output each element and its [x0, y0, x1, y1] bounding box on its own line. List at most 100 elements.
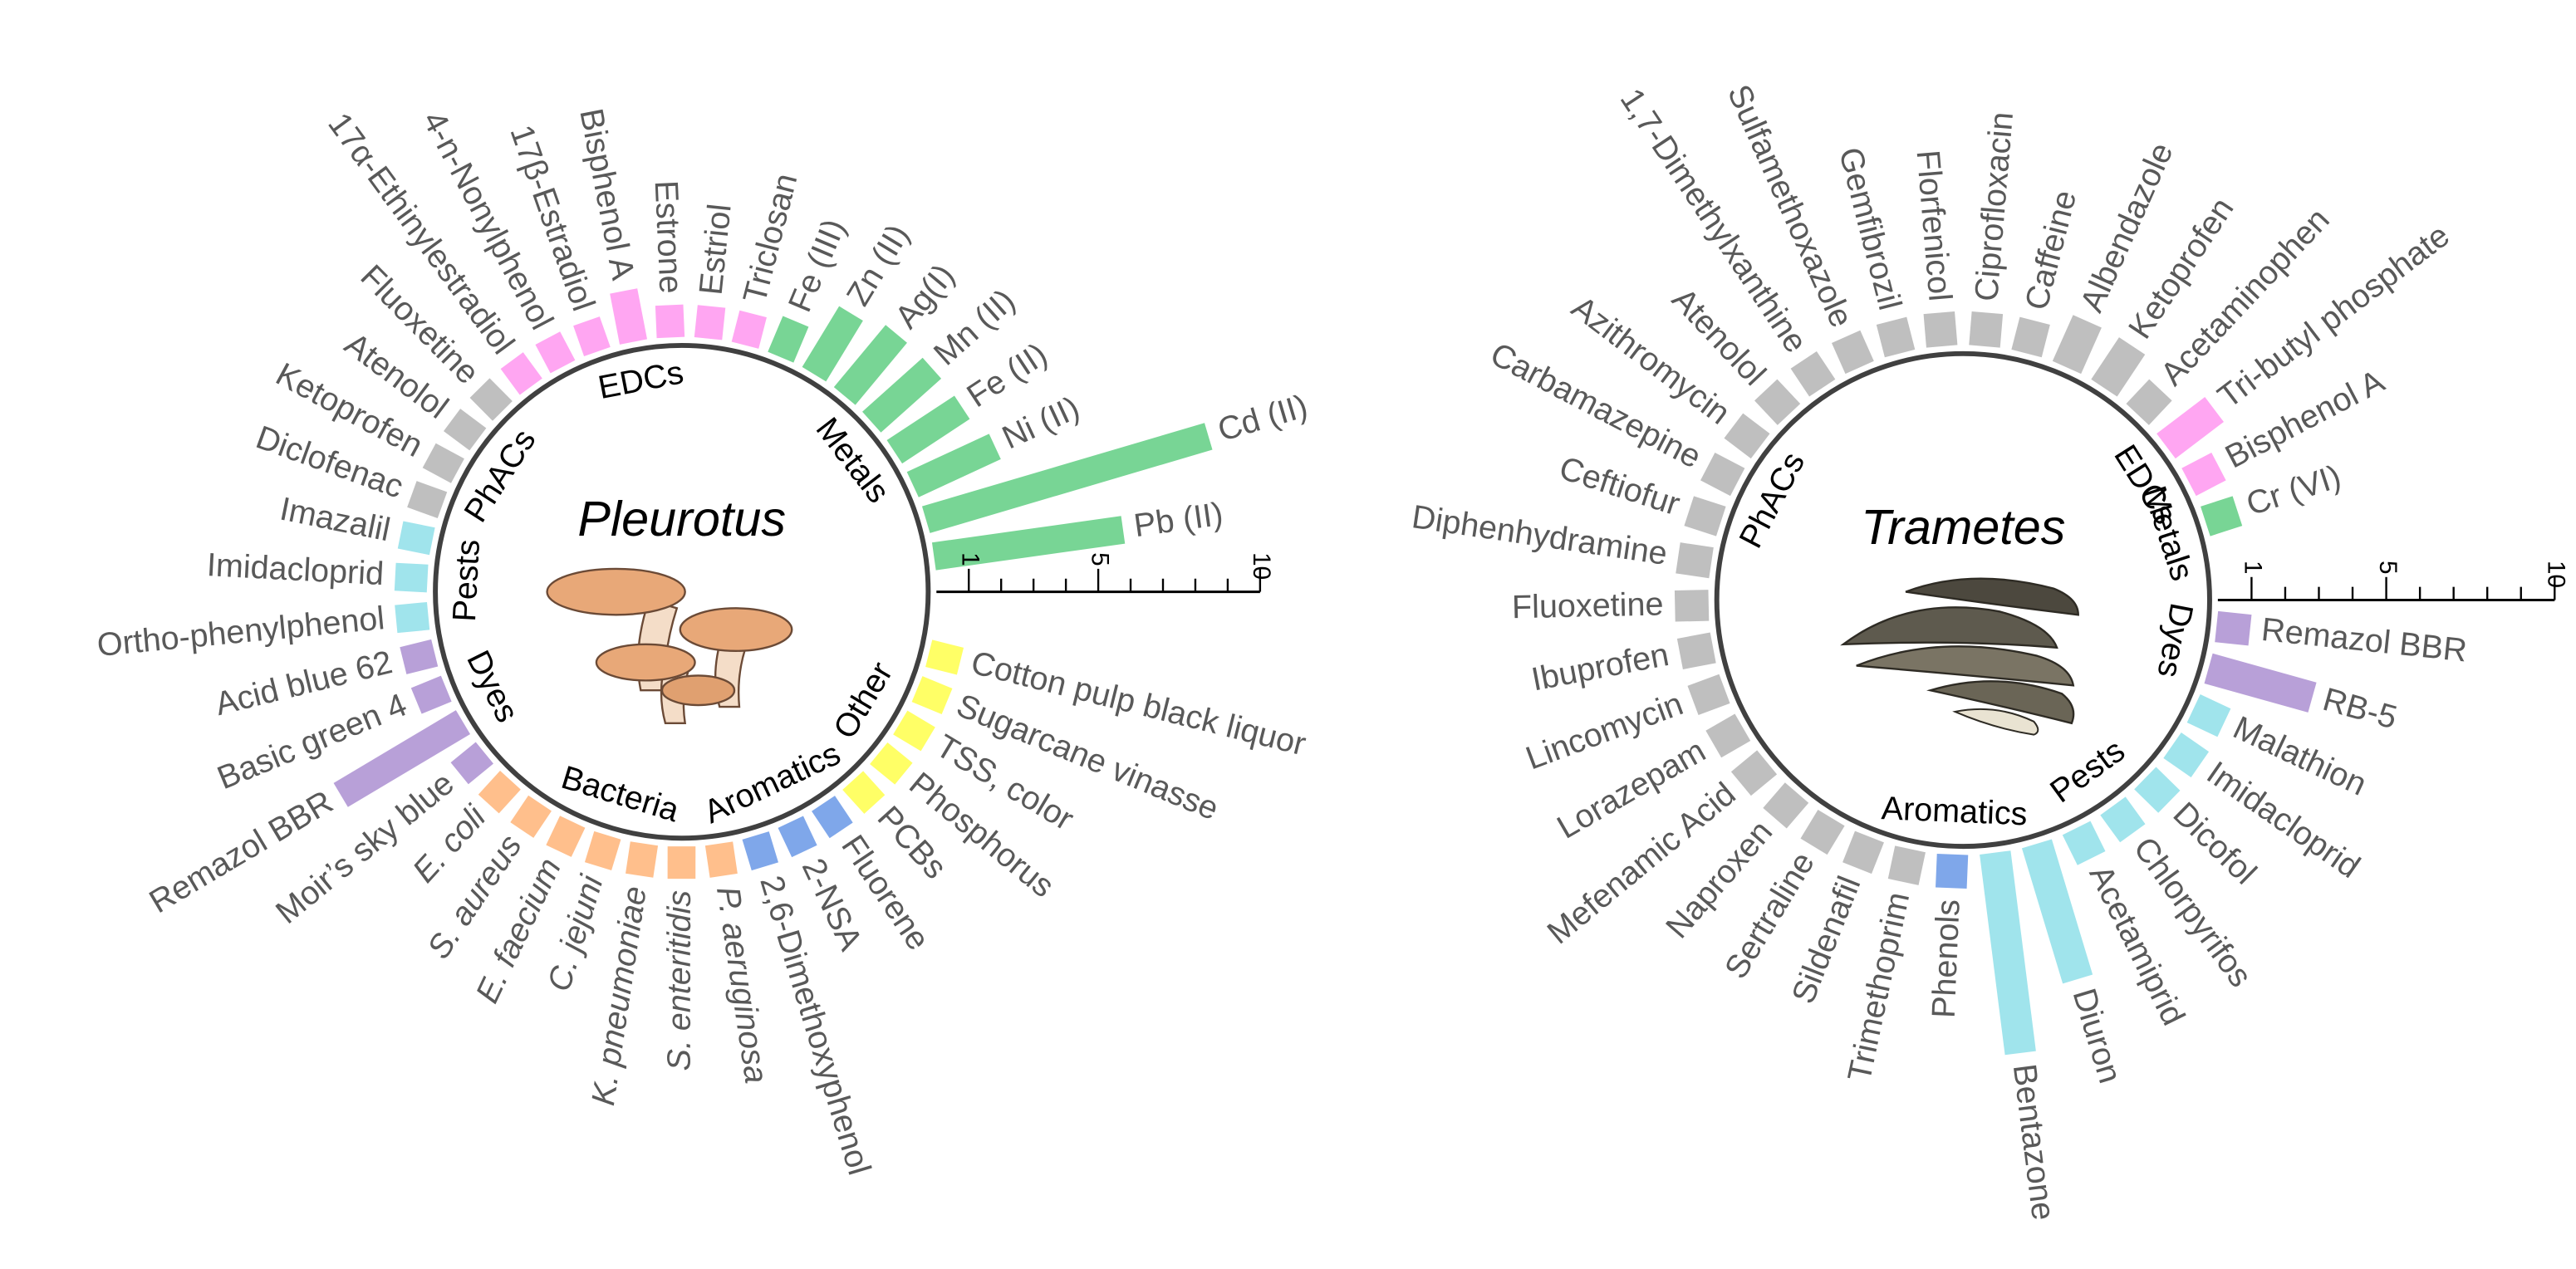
bar — [395, 601, 430, 634]
bar — [2052, 315, 2102, 375]
bar-label: Pb (II) — [1131, 496, 1225, 545]
bar — [1969, 311, 2004, 348]
bar — [2126, 379, 2172, 425]
bar-label: Estriol — [693, 202, 738, 296]
bar — [778, 816, 817, 858]
bar — [410, 675, 452, 714]
bar — [925, 639, 964, 675]
bar — [478, 770, 521, 814]
bar — [2100, 796, 2146, 843]
bar-label: Cd (II) — [1214, 388, 1312, 448]
bar — [886, 395, 970, 464]
tick-label: 10 — [2542, 561, 2569, 588]
bar — [1831, 330, 1874, 375]
bar — [2163, 732, 2210, 777]
bar — [2062, 821, 2106, 865]
bar-label: Phenols — [1926, 899, 1967, 1019]
bar-label: Bentazone — [2006, 1062, 2062, 1222]
bar — [870, 742, 913, 785]
bar — [397, 521, 435, 556]
trametes-illustration — [1840, 577, 2079, 736]
bar-label: RB-5 — [2319, 681, 2402, 737]
bar — [655, 304, 685, 339]
bar — [1676, 542, 1714, 579]
bar — [1876, 316, 1916, 358]
bar-label: Imazalil — [277, 491, 393, 549]
bar — [2204, 653, 2317, 713]
tick-label: 5 — [2374, 561, 2402, 575]
bar — [1705, 713, 1751, 758]
bar — [802, 306, 863, 382]
bar — [400, 639, 439, 674]
bar-label: Estrone — [648, 179, 689, 294]
bar-label: Ciprofloxacin — [1968, 110, 2020, 302]
bar — [584, 830, 621, 870]
bar — [906, 434, 1001, 497]
bar — [422, 443, 464, 483]
bar — [667, 846, 696, 879]
bar — [573, 316, 611, 357]
bar — [2134, 767, 2181, 813]
chart-title: Pleurotus — [577, 491, 786, 546]
bar — [931, 516, 1126, 571]
bar — [1724, 413, 1770, 459]
bar — [1800, 809, 1845, 855]
bar-label: Ni (II) — [997, 390, 1085, 457]
bar — [694, 305, 726, 341]
bar — [1842, 830, 1884, 875]
bar-label: Diuron — [2066, 984, 2129, 1087]
bar-label: Ibuprofen — [1528, 636, 1671, 698]
bar-label: Fluoxetine — [1512, 586, 1664, 625]
bar — [812, 796, 853, 839]
bar — [731, 310, 767, 349]
bar — [1687, 674, 1730, 716]
bar — [610, 288, 648, 345]
tick-label: 10 — [1248, 552, 1275, 580]
bar — [500, 352, 542, 395]
bar — [2091, 337, 2146, 397]
group-label: Dyes — [2150, 600, 2200, 681]
bar — [1754, 379, 1801, 425]
bar — [742, 831, 778, 871]
bar-label: Fe (III) — [782, 213, 853, 316]
hub-circle — [1714, 350, 2212, 850]
bar — [704, 841, 738, 878]
bar — [1674, 590, 1710, 622]
bar-label: Imidacloprid — [206, 546, 385, 592]
group-label: Pests — [446, 538, 487, 622]
bar — [2011, 316, 2050, 358]
group-label: Other — [827, 656, 900, 745]
group-label: PhACs — [1732, 446, 1812, 553]
bar — [2156, 397, 2224, 459]
bar — [1790, 350, 1836, 397]
bar — [333, 710, 471, 807]
bar — [1700, 453, 1745, 497]
pleurotus-illustration — [546, 567, 793, 724]
bar — [893, 710, 935, 752]
bar-label: Florfenicol — [1909, 149, 1958, 302]
bar-label: S. enteritidis — [661, 890, 698, 1071]
bar — [444, 409, 487, 451]
bar — [394, 562, 429, 593]
bar — [833, 325, 907, 405]
bar — [1980, 850, 2036, 1056]
bar-label: Diphenhydramine — [1410, 498, 1670, 572]
bar — [1676, 632, 1716, 669]
bar — [862, 357, 942, 433]
group-label: Metals — [2136, 482, 2201, 585]
bar — [450, 742, 493, 785]
tick-label: 1 — [2240, 561, 2267, 575]
bar — [911, 676, 953, 715]
group-label: EDCs — [596, 354, 687, 406]
bar — [407, 481, 448, 519]
bar — [1730, 750, 1778, 796]
bar — [921, 423, 1213, 533]
bar-label: Caffeine — [2018, 187, 2083, 314]
bar-label: 2,6-Dimethoxyphenol — [753, 871, 877, 1178]
bar-label: Cr (VI) — [2242, 458, 2345, 523]
bar — [1923, 311, 1958, 348]
bar — [2181, 453, 2226, 497]
group-label: Bacteria — [557, 759, 684, 829]
